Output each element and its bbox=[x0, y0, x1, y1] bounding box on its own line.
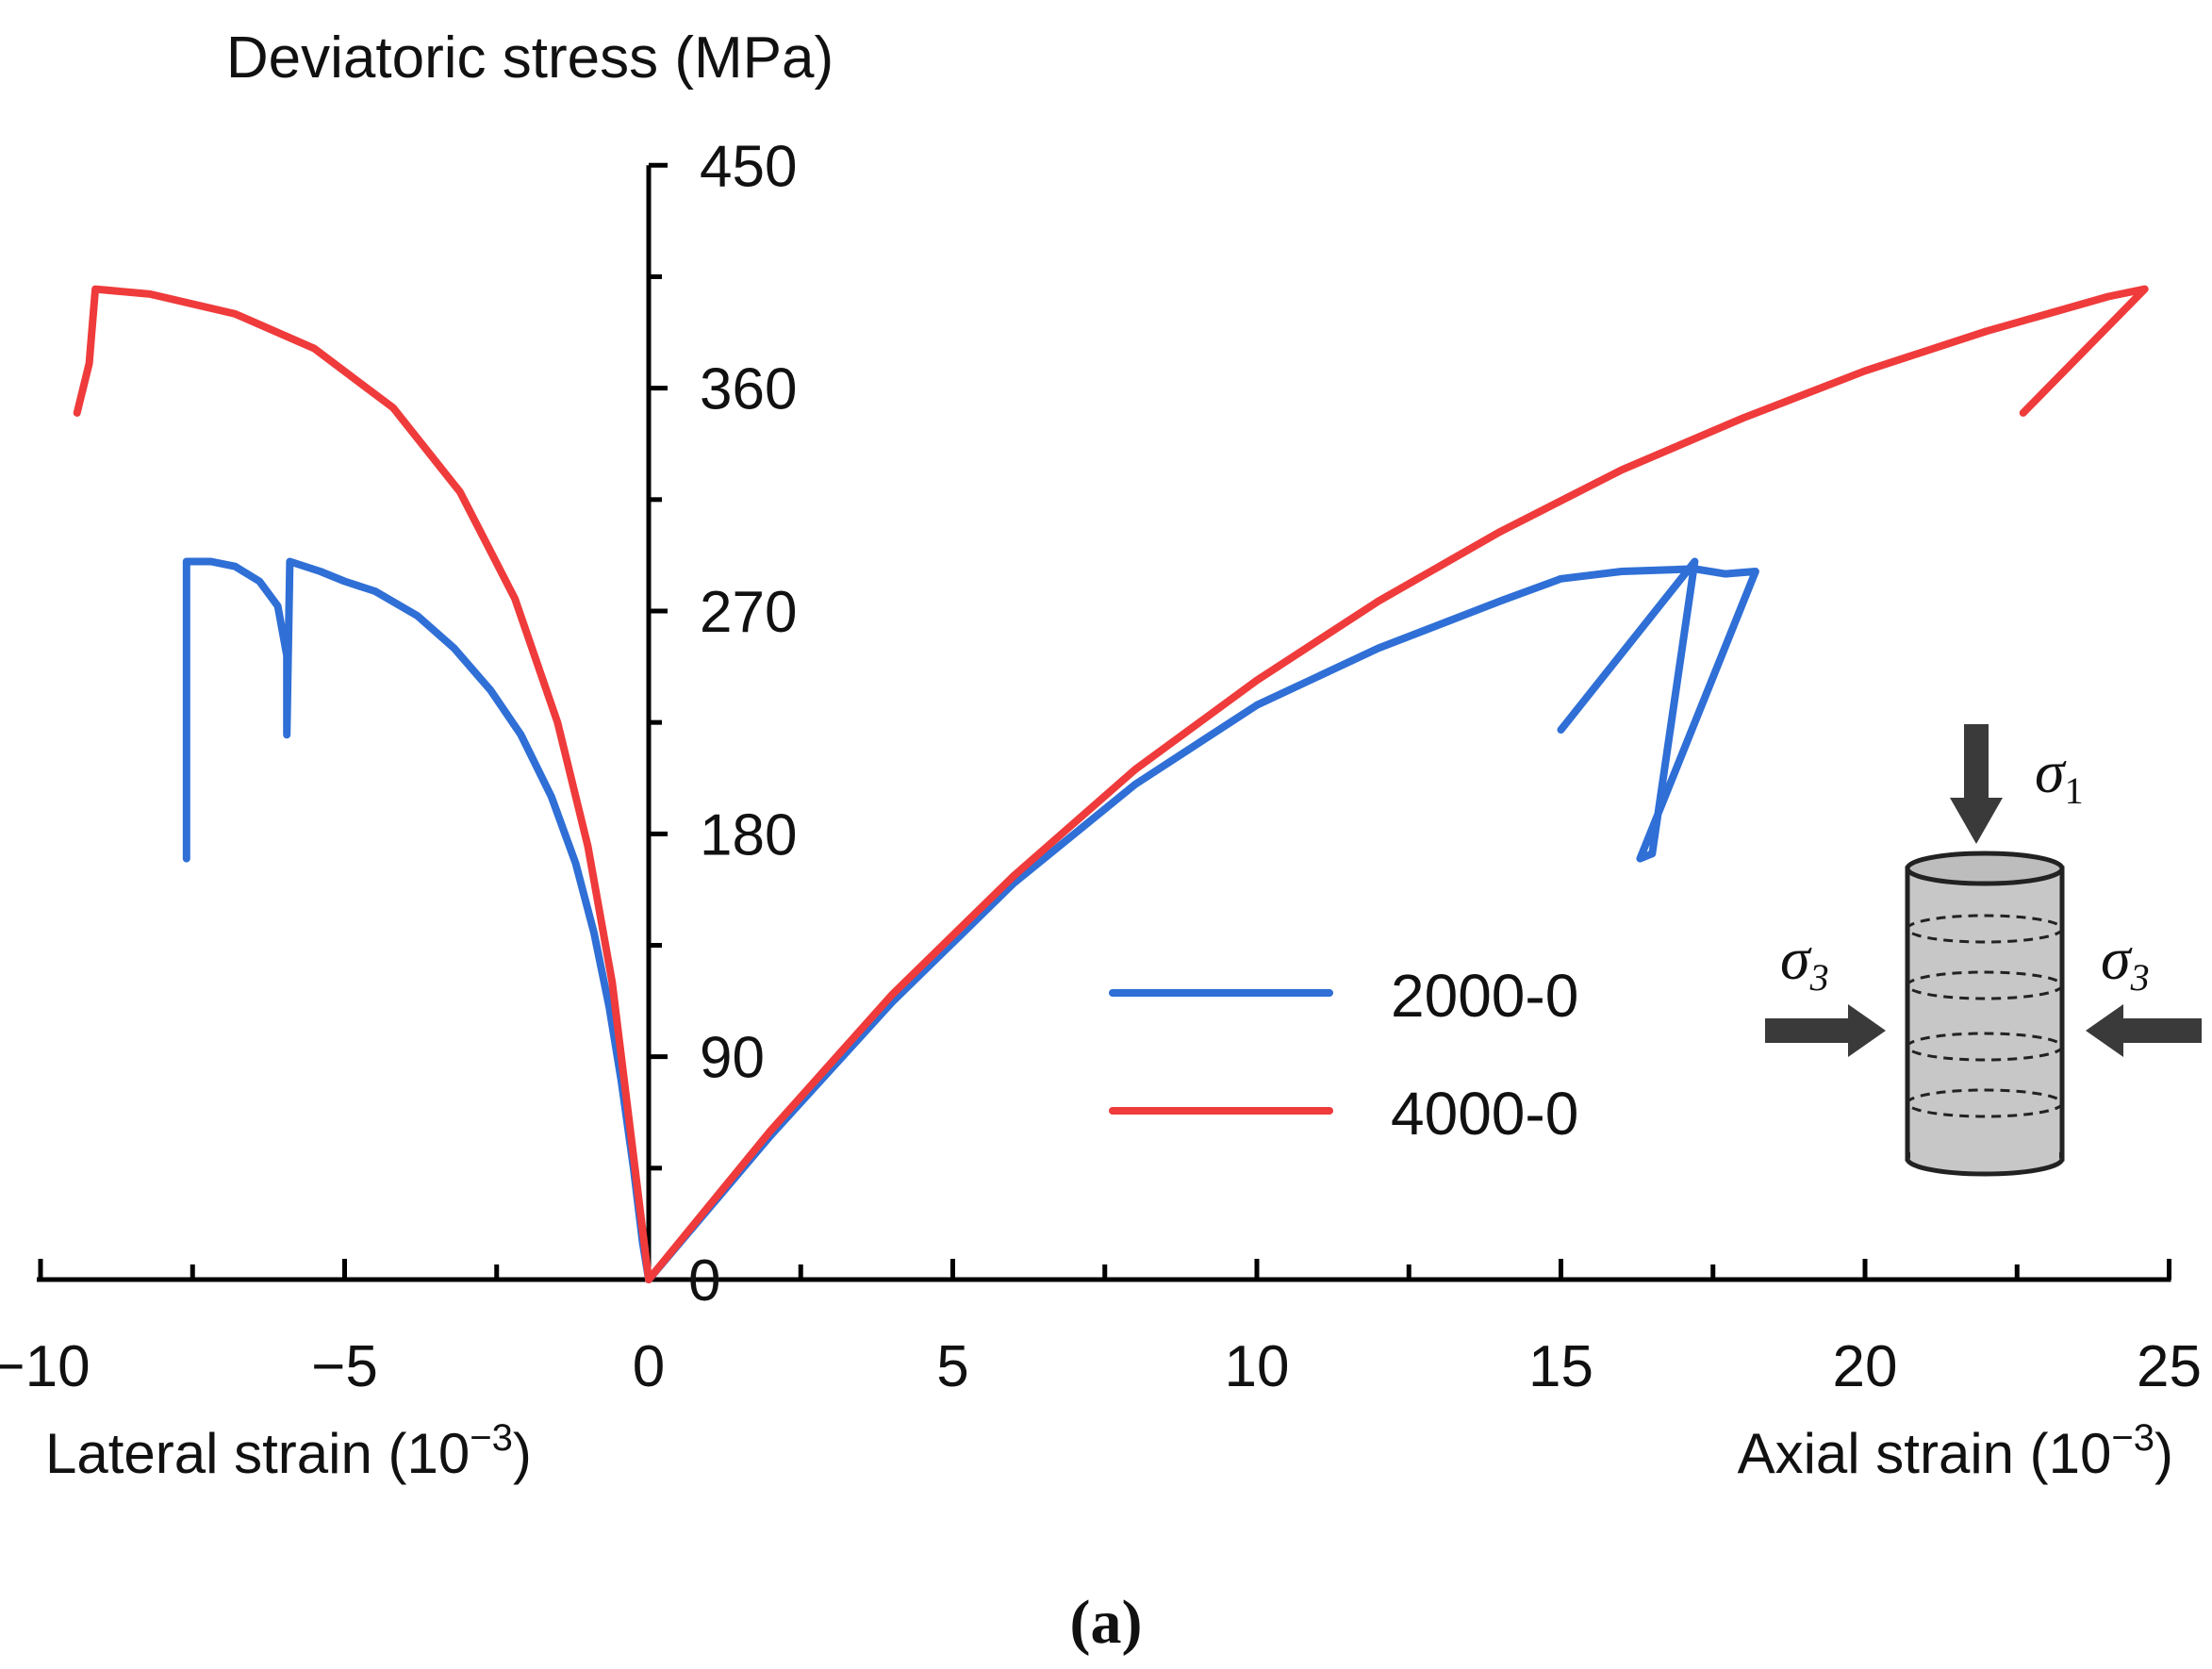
series-4000-0-axial-line bbox=[645, 285, 2149, 1283]
x-axis-label-axial: Axial strain (10−3) bbox=[1738, 1417, 2173, 1485]
y-tick-label: 0 bbox=[688, 1248, 720, 1314]
sigma1-arrow-shaft bbox=[1964, 724, 1989, 800]
figure-caption: (a) bbox=[1070, 1588, 1143, 1657]
x-tick-label: −10 bbox=[0, 1334, 91, 1399]
y-tick-label: 90 bbox=[700, 1026, 765, 1091]
lateral-label-close: ) bbox=[513, 1422, 532, 1485]
axial-label-close: ) bbox=[2154, 1422, 2173, 1485]
x-tick-label: 0 bbox=[633, 1334, 665, 1399]
legend-label-2000-0: 2000-0 bbox=[1391, 962, 1578, 1030]
axial-label-exponent: −3 bbox=[2111, 1417, 2154, 1459]
sigma3-right-arrow-head bbox=[2086, 1004, 2123, 1057]
dashed-ring-2 bbox=[1906, 970, 2064, 1000]
y-tick-label: 450 bbox=[700, 134, 797, 199]
cylinder-bottom-cover bbox=[1910, 1136, 2059, 1159]
sigma3-right-symbol: σ bbox=[2101, 925, 2133, 992]
y-tick-label: 180 bbox=[700, 802, 797, 868]
x-tick-label: 25 bbox=[2137, 1334, 2202, 1399]
sigma3-right-arrow-shaft bbox=[2121, 1018, 2202, 1043]
y-tick-label: 270 bbox=[700, 580, 797, 645]
sigma1-label: σ1 bbox=[2035, 738, 2084, 812]
sigma1-subscript: 1 bbox=[2065, 769, 2084, 812]
cylinder-top bbox=[1905, 851, 2065, 886]
sigma3-left-symbol: σ bbox=[1780, 925, 1812, 992]
dashed-ring-1 bbox=[1906, 914, 2064, 944]
legend: 2000-0 4000-0 bbox=[1109, 962, 1578, 1148]
sigma3-right-subscript: 3 bbox=[2130, 956, 2150, 999]
sigma3-left-arrow-head bbox=[1848, 1004, 1886, 1057]
sigma1-symbol: σ bbox=[2035, 738, 2067, 805]
x-tick-label: 5 bbox=[936, 1334, 968, 1399]
series-layer bbox=[73, 285, 2149, 1283]
y-tick-label: 360 bbox=[700, 357, 797, 422]
sigma3-left-subscript: 3 bbox=[1809, 956, 1829, 999]
x-tick-label: 20 bbox=[1833, 1334, 1898, 1399]
legend-label-4000-0: 4000-0 bbox=[1391, 1080, 1578, 1148]
specimen-inset-diagram: σ1 σ3 σ3 bbox=[1765, 724, 2202, 1177]
y-axis-label: Deviatoric stress (MPa) bbox=[226, 25, 834, 91]
axial-label-text: Axial strain (10 bbox=[1738, 1422, 2112, 1485]
lateral-label-exponent: −3 bbox=[470, 1417, 513, 1459]
sigma1-arrow-head bbox=[1950, 798, 2003, 844]
dashed-ring-4 bbox=[1906, 1088, 2064, 1118]
series-2000-0-axial-line bbox=[645, 557, 1759, 1283]
sigma3-right-label: σ3 bbox=[2101, 925, 2150, 999]
x-tick-label: 10 bbox=[1225, 1334, 1290, 1399]
series-2000-0-lateral-line bbox=[182, 557, 652, 1283]
axes: −10 −5 0 5 10 15 20 25 0 90 180 270 360 450 bbox=[0, 134, 2202, 1399]
sigma3-left-arrow-shaft bbox=[1765, 1018, 1850, 1043]
series-4000-0-lateral-line bbox=[73, 285, 652, 1283]
x-tick-label: −5 bbox=[311, 1334, 378, 1399]
sigma3-left-label: σ3 bbox=[1780, 925, 1829, 999]
x-axis-label-lateral: Lateral strain (10−3) bbox=[45, 1417, 532, 1485]
dashed-ring-3 bbox=[1906, 1032, 2064, 1062]
lateral-label-text: Lateral strain (10 bbox=[45, 1422, 470, 1485]
x-tick-label: 15 bbox=[1528, 1334, 1593, 1399]
